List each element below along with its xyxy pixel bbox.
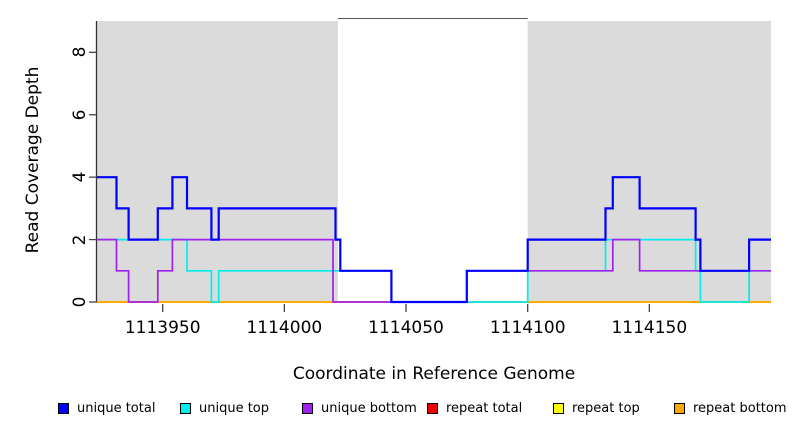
x-tick-label: 1114150 — [611, 318, 688, 338]
legend-item-unique-top: unique top — [180, 401, 269, 416]
series-line-unique-total — [97, 176, 771, 304]
x-tick-label: 1114000 — [246, 318, 323, 338]
legend-swatch-unique-top — [180, 403, 191, 414]
y-tick-label: 6 — [70, 109, 90, 121]
y-tick-label: 4 — [70, 171, 90, 183]
legend-label: repeat total — [446, 401, 523, 416]
legend-swatch-unique-bottom — [302, 403, 313, 414]
x-tick-label: 1114100 — [489, 318, 566, 338]
legend-label: unique top — [199, 401, 270, 416]
legend-swatch-repeat-total — [427, 403, 438, 414]
legend-label: unique total — [77, 401, 156, 416]
legend-swatch-unique-total — [58, 403, 69, 414]
series-line-unique-top — [97, 238, 771, 303]
y-tick-label: 2 — [70, 234, 90, 245]
x-axis-title: Coordinate in Reference Genome — [292, 364, 576, 384]
legend-label: repeat bottom — [693, 401, 787, 416]
y-axis-title: Read Coverage Depth — [23, 66, 43, 254]
x-tick-label: 1113950 — [124, 318, 201, 338]
y-tick-label: 0 — [70, 296, 90, 308]
x-tick-label: 1114050 — [368, 318, 444, 338]
highlight-region — [97, 21, 338, 302]
legend-item-repeat-top: repeat top — [553, 401, 640, 416]
legend-item-unique-bottom: unique bottom — [302, 401, 417, 416]
highlight-region — [527, 21, 771, 302]
legend-swatch-repeat-bottom — [674, 403, 685, 414]
legend-item-repeat-total: repeat total — [427, 401, 522, 416]
legend-item-repeat-bottom: repeat bottom — [674, 401, 787, 416]
legend-swatch-repeat-top — [553, 403, 564, 414]
legend-label: unique bottom — [321, 401, 417, 416]
y-tick-label: 8 — [70, 46, 90, 58]
legend-label: repeat top — [572, 401, 640, 416]
series-line-unique-bottom — [97, 238, 771, 303]
legend-item-unique-total: unique total — [58, 401, 155, 416]
